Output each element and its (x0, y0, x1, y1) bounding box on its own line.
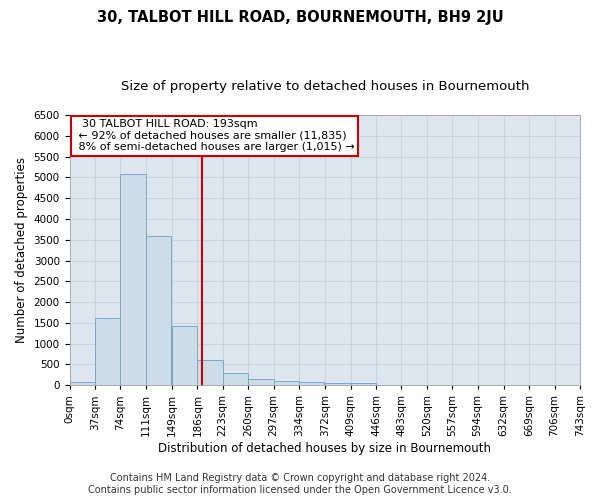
Bar (146, 236, 171, 386)
Title: Size of property relative to detached houses in Bournemouth: Size of property relative to detached ho… (121, 80, 529, 93)
Text: 30 TALBOT HILL ROAD: 193sqm  
 ← 92% of detached houses are smaller (11,835)
 8%: 30 TALBOT HILL ROAD: 193sqm ← 92% of det… (74, 119, 355, 152)
Bar (121, 174, 146, 386)
Bar (197, 360, 223, 386)
Bar (248, 380, 274, 386)
X-axis label: Distribution of detached houses by size in Bournemouth: Distribution of detached houses by size … (158, 442, 491, 455)
Bar (172, 326, 197, 386)
Bar (223, 373, 248, 386)
Text: 30, TALBOT HILL ROAD, BOURNEMOUTH, BH9 2JU: 30, TALBOT HILL ROAD, BOURNEMOUTH, BH9 2… (97, 10, 503, 25)
Bar (325, 383, 350, 386)
Bar (299, 382, 325, 386)
Y-axis label: Number of detached properties: Number of detached properties (15, 157, 28, 343)
Text: Contains HM Land Registry data © Crown copyright and database right 2024.
Contai: Contains HM Land Registry data © Crown c… (88, 474, 512, 495)
Bar (95, 318, 121, 386)
Bar (350, 383, 376, 386)
Bar (274, 380, 299, 386)
Bar (70, 382, 95, 386)
